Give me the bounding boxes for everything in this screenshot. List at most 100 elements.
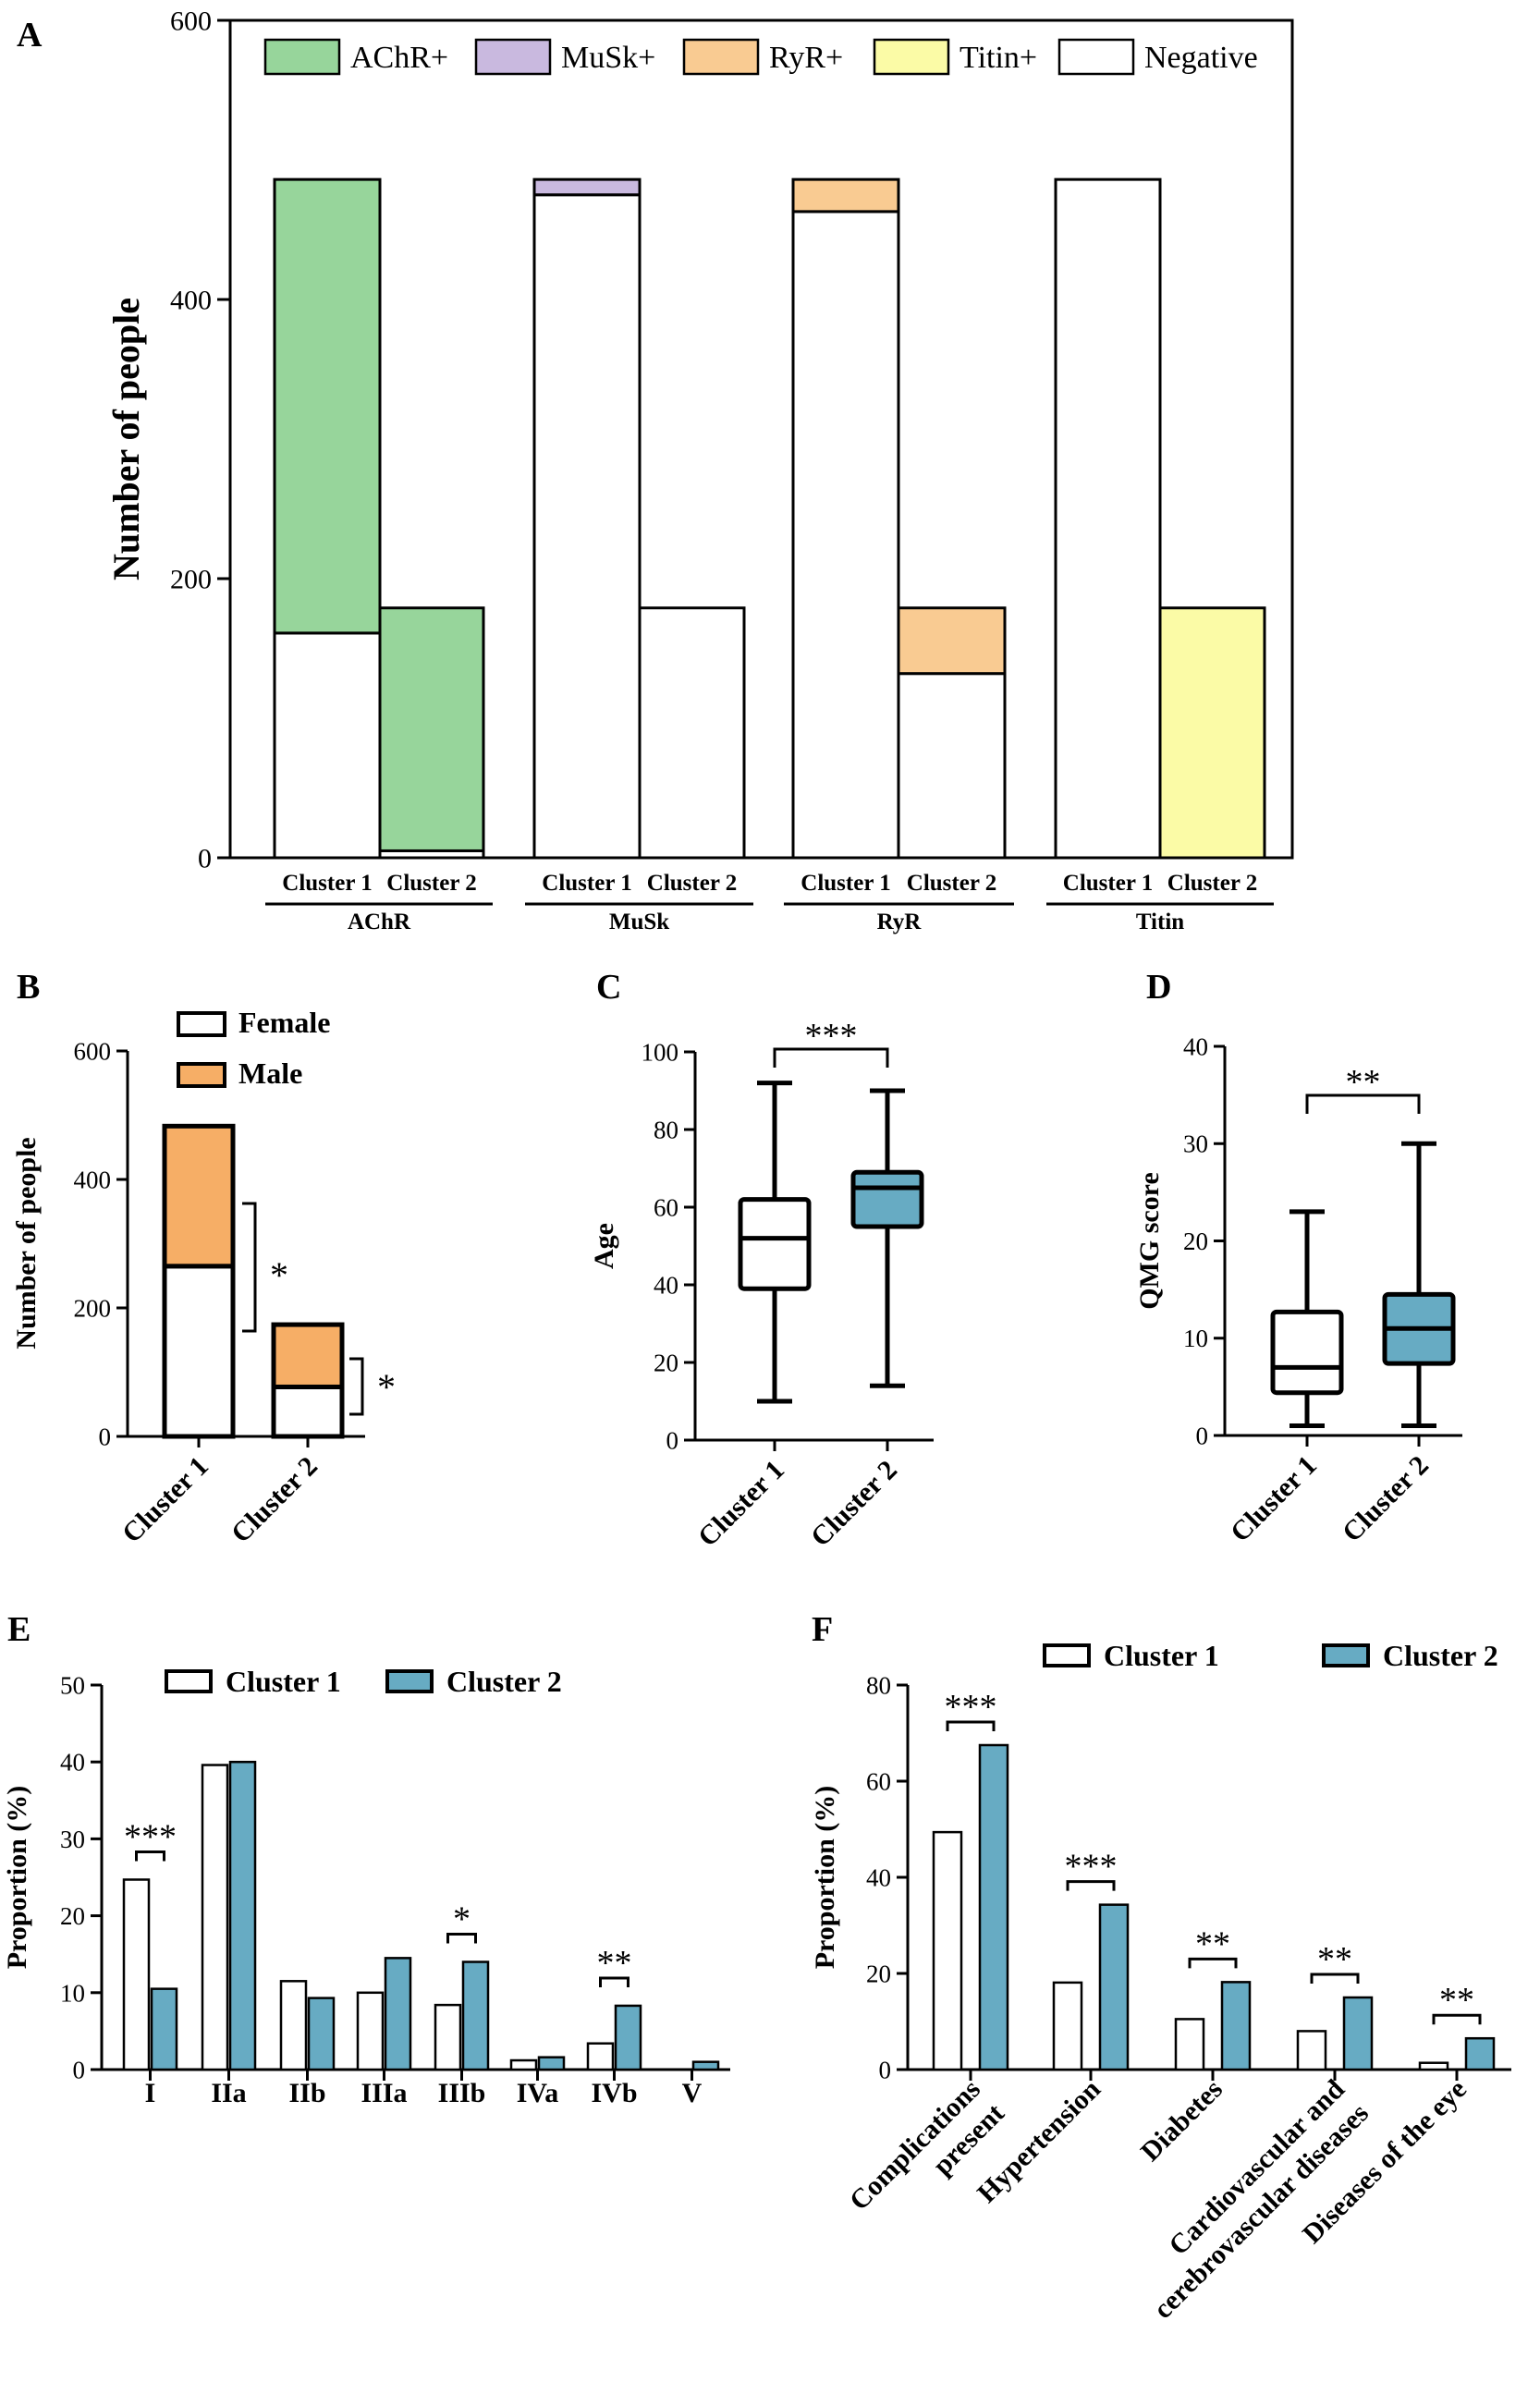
panel-a-y-tick-label: 200 xyxy=(170,565,212,595)
panel-f-y-tick-label: 60 xyxy=(866,1767,891,1795)
panel-d-x-tick-label: Cluster 1 xyxy=(1225,1450,1323,1548)
panel-f-sig-bracket xyxy=(946,1720,996,1731)
panel-a-bar-label: Cluster 1 xyxy=(801,871,890,896)
panel-letter-A: A xyxy=(17,16,43,55)
panel-b-sig-bracket xyxy=(242,1202,257,1333)
panel-e-bar-cluster1 xyxy=(279,1980,308,2071)
panel-f-bar-cluster1 xyxy=(1296,2030,1327,2071)
panel-e-y-tick-label: 30 xyxy=(60,1826,85,1853)
panel-b-sig-label: * xyxy=(377,1366,396,1408)
panel-e-bar-cluster2 xyxy=(461,1960,490,2071)
panel-f-legend-label: Cluster 1 xyxy=(1104,1639,1219,1672)
panel-b-x-tick-label: Cluster 1 xyxy=(116,1451,214,1549)
panel-b-sig-label: * xyxy=(270,1254,288,1296)
panel-e-y-tick-label: 20 xyxy=(60,1902,85,1930)
panel-b-y-tick-label: 400 xyxy=(74,1166,112,1193)
panel-a-bar-positive xyxy=(378,606,485,852)
panel-a-bar-negative xyxy=(897,672,1007,860)
panel-b-x-tick-label: Cluster 2 xyxy=(226,1451,324,1549)
panel-d-y-tick-label: 30 xyxy=(1183,1130,1208,1158)
panel-c-y-tick-label: 100 xyxy=(642,1038,679,1066)
panel-f-legend-swatch xyxy=(1043,1643,1091,1667)
panel-f-bar-cluster1 xyxy=(932,1830,963,2071)
panel-e-sig-bracket xyxy=(599,1976,629,1987)
panel-a-group-label: RyR xyxy=(877,910,923,934)
panel-a-bar-label: Cluster 2 xyxy=(386,871,476,896)
panel-f-legend-label: Cluster 2 xyxy=(1383,1639,1498,1672)
panel-b-bar-female xyxy=(271,1384,345,1439)
panel-a-legend-swatch xyxy=(682,38,760,76)
panel-e-bar-cluster2 xyxy=(537,2056,566,2071)
panel-f-bar-cluster2 xyxy=(1342,1996,1374,2071)
panel-e-bar-cluster1 xyxy=(509,2058,538,2071)
panel-f-x-tick-label: Hypertension xyxy=(972,2073,1106,2208)
panel-b-sig-bracket xyxy=(349,1357,364,1416)
panel-a-legend-label: MuSk+ xyxy=(561,41,655,75)
panel-e-x-tick-label: IIa xyxy=(211,2078,246,2108)
panel-d-y-tick-label: 0 xyxy=(1196,1422,1209,1449)
panel-a-y-tick-label: 600 xyxy=(170,6,212,37)
panel-e-x-tick-label: IIb xyxy=(288,2078,325,2108)
panel-e-legend-label: Cluster 1 xyxy=(226,1665,341,1698)
panel-e-y-tick-label: 10 xyxy=(60,1979,85,2007)
panel-c-x-tick-label: Cluster 2 xyxy=(805,1455,903,1553)
panel-b-bar-male xyxy=(271,1322,345,1389)
panel-c-y-tick-label: 40 xyxy=(654,1271,678,1299)
panel-e-sig-bracket xyxy=(446,1933,477,1944)
panel-a-bar-positive xyxy=(273,177,382,635)
panel-e-bar-cluster1 xyxy=(201,1764,229,2071)
panel-e-bar-cluster2 xyxy=(228,1760,257,2071)
panel-f-sig-bracket xyxy=(1066,1880,1116,1891)
panel-b-y-tick-label: 600 xyxy=(74,1037,112,1065)
panel-d-sig-bracket xyxy=(1305,1093,1421,1114)
panel-e-bar-cluster2 xyxy=(384,1957,412,2071)
panel-a-bar-positive xyxy=(791,177,900,214)
panel-a-bar-label: Cluster 2 xyxy=(1167,871,1257,896)
panel-e-bar-cluster1 xyxy=(122,1878,151,2071)
panel-a-legend-label: Titin+ xyxy=(959,41,1037,75)
panel-f-bar-cluster2 xyxy=(1464,2036,1496,2071)
panel-a-bar-positive xyxy=(1158,606,1266,860)
panel-c-box xyxy=(738,1197,812,1291)
panel-b-legend-label: Female xyxy=(238,1006,331,1039)
panel-d-box xyxy=(1270,1309,1344,1396)
panel-e-x-tick-label: IVa xyxy=(517,2078,559,2108)
panel-e-legend-label: Cluster 2 xyxy=(446,1665,562,1698)
panel-letter-F: F xyxy=(812,1610,833,1649)
panel-a-legend-swatch xyxy=(873,38,950,76)
panel-f-bar-cluster1 xyxy=(1418,2061,1449,2071)
panel-c-y-tick-label: 60 xyxy=(654,1193,678,1221)
panel-b-bar-female xyxy=(162,1264,236,1439)
panel-f-bar-cluster2 xyxy=(1220,1981,1252,2071)
panel-letter-E: E xyxy=(7,1610,31,1649)
panel-f-sig-label: *** xyxy=(945,1688,997,1727)
panel-a-legend-label: AChR+ xyxy=(350,41,448,75)
panel-b-legend-label: Male xyxy=(238,1057,302,1090)
panel-d-y-tick-label: 10 xyxy=(1183,1325,1208,1352)
panel-d-y-axis-label: QMG score xyxy=(1134,1172,1165,1310)
panel-b: 0 200 400 600 Number of people Cluster 1 Clust… xyxy=(11,1006,396,1549)
panel-a-legend-swatch xyxy=(1057,38,1135,76)
panel-a-bar-negative xyxy=(638,606,746,860)
panel-f-sig-label: ** xyxy=(1439,1981,1474,2020)
panel-a-legend-label: RyR+ xyxy=(769,41,843,75)
panel-c-y-tick-label: 0 xyxy=(666,1426,679,1454)
panel-a-y-tick-label: 400 xyxy=(170,286,212,316)
panel-f-bar-cluster1 xyxy=(1052,1981,1083,2071)
panel-a: 0 200 400 600 Number of people Cluster 1 Clust… xyxy=(105,6,1294,934)
panel-f-y-tick-label: 40 xyxy=(866,1863,891,1891)
panel-f-sig-label: ** xyxy=(1195,1924,1230,1963)
panel-f-y-tick-label: 20 xyxy=(866,1960,891,1987)
panel-b-y-tick-label: 0 xyxy=(99,1423,112,1450)
panel-a-legend-swatch xyxy=(263,38,341,76)
panel-a-bar-negative xyxy=(273,631,382,860)
panel-f-bar-cluster1 xyxy=(1174,2018,1205,2071)
panel-d-x-tick-label: Cluster 2 xyxy=(1337,1450,1435,1548)
panel-d-y-tick-label: 20 xyxy=(1183,1228,1208,1255)
panel-f-sig-label: *** xyxy=(1065,1848,1118,1887)
panel-e-sig-label: ** xyxy=(597,1944,632,1983)
panel-a-group-label: MuSk xyxy=(609,910,669,934)
panel-e-x-tick-label: V xyxy=(682,2078,703,2108)
panel-f-y-tick-label: 80 xyxy=(866,1671,891,1699)
panel-e-y-tick-label: 0 xyxy=(73,2056,86,2083)
